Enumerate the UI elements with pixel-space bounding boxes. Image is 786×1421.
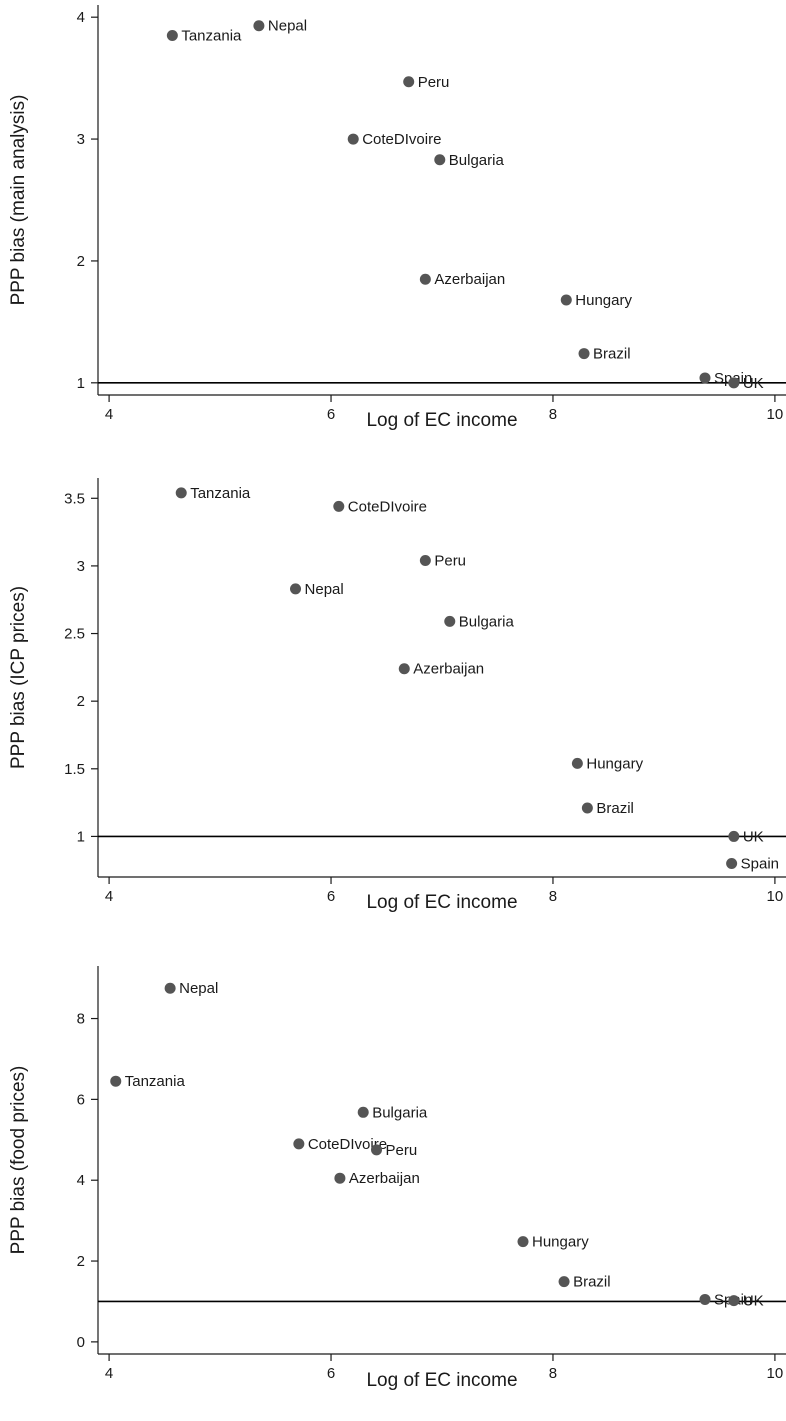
data-point — [699, 372, 711, 384]
data-point-label: Peru — [418, 74, 450, 91]
x-tick-label: 8 — [549, 888, 557, 905]
data-point — [581, 802, 593, 814]
y-tick-label: 8 — [77, 1011, 85, 1028]
data-point-label: Hungary — [532, 1234, 589, 1251]
y-tick-label: 2 — [77, 693, 85, 710]
x-tick-label: 8 — [549, 406, 557, 423]
x-tick-label: 4 — [105, 406, 113, 423]
data-point — [371, 1144, 383, 1156]
x-tick-label: 4 — [105, 888, 113, 905]
data-point — [164, 982, 176, 994]
data-point — [110, 1075, 122, 1087]
y-tick-label: 1 — [77, 375, 85, 392]
data-point-label: Hungary — [575, 292, 632, 309]
x-tick-label: 6 — [327, 1365, 335, 1382]
data-point — [419, 273, 431, 285]
data-point — [571, 757, 583, 769]
data-point-label: Peru — [434, 553, 466, 570]
data-point-label: Tanzania — [181, 27, 242, 44]
y-axis-title: PPP bias (food prices) — [8, 1066, 29, 1255]
y-tick-label: 2 — [77, 253, 85, 270]
y-tick-label: 2 — [77, 1253, 85, 1270]
data-point — [699, 1293, 711, 1305]
data-point-label: Bulgaria — [449, 152, 505, 169]
data-point — [728, 830, 740, 842]
y-tick-label: 3 — [77, 131, 85, 148]
y-tick-label: 1.5 — [64, 761, 85, 778]
data-point-label: CoteDIvoire — [348, 498, 427, 515]
data-point — [728, 377, 740, 389]
data-point-label: Bulgaria — [372, 1104, 428, 1121]
data-point-label: UK — [743, 375, 764, 392]
x-tick-label: 10 — [767, 406, 784, 423]
data-point-label: Brazil — [593, 346, 631, 363]
y-tick-label: 0 — [77, 1334, 85, 1351]
data-point — [728, 1295, 740, 1307]
data-point-label: Tanzania — [125, 1073, 186, 1090]
x-axis-title: Log of EC income — [366, 892, 517, 913]
x-tick-label: 4 — [105, 1365, 113, 1382]
x-tick-label: 6 — [327, 888, 335, 905]
data-point — [333, 500, 345, 512]
data-point — [444, 615, 456, 627]
data-point — [517, 1236, 529, 1248]
data-point-label: Azerbaijan — [413, 661, 484, 678]
data-point — [293, 1138, 305, 1150]
data-point-label: CoteDIvoire — [308, 1136, 387, 1153]
data-point — [726, 857, 738, 869]
data-point-label: Nepal — [305, 581, 344, 598]
data-point-label: Brazil — [573, 1274, 611, 1291]
x-axis-title: Log of EC income — [366, 410, 517, 431]
x-tick-label: 10 — [767, 1365, 784, 1382]
data-point — [560, 294, 572, 306]
y-axis-title: PPP bias (ICP prices) — [8, 586, 29, 769]
data-point-label: Peru — [386, 1142, 418, 1159]
chart-panel-1: 1 2 3 4 4 6 8 10 Log of EC income PPP bias (main … — [8, 5, 786, 431]
data-point-label: Azerbaijan — [349, 1170, 420, 1187]
x-axis-title: Log of EC income — [366, 1370, 517, 1391]
data-point — [175, 487, 187, 499]
data-point — [398, 663, 410, 675]
data-point-label: Hungary — [586, 755, 643, 772]
y-tick-label: 4 — [77, 9, 85, 26]
data-point-label: Bulgaria — [459, 613, 515, 630]
data-point-label: Azerbaijan — [434, 271, 505, 288]
data-point — [578, 348, 590, 360]
x-tick-label: 10 — [767, 888, 784, 905]
data-point — [357, 1106, 369, 1118]
chart-panel-3: 0 2 4 6 8 4 6 8 10 Log of EC income PPP bias (food… — [8, 966, 786, 1391]
x-tick-label: 8 — [549, 1365, 557, 1382]
x-tick-label: 6 — [327, 406, 335, 423]
chart-panel-2: 1 1.5 2 2.5 3 3.5 4 6 8 10 Log of EC income PPP bia… — [8, 478, 786, 913]
data-point-label: Spain — [741, 855, 779, 872]
data-point-label: UK — [743, 828, 764, 845]
data-point — [434, 154, 446, 166]
y-tick-label: 3 — [77, 558, 85, 575]
data-point — [347, 133, 359, 145]
y-axis-title: PPP bias (main analysis) — [8, 95, 29, 306]
data-point — [166, 29, 178, 41]
y-tick-label: 1 — [77, 828, 85, 845]
data-point-label: Nepal — [179, 980, 218, 997]
data-point — [334, 1172, 346, 1184]
data-point-label: UK — [743, 1293, 764, 1310]
y-tick-label: 6 — [77, 1091, 85, 1108]
data-point-label: CoteDIvoire — [362, 131, 441, 148]
data-point — [419, 555, 431, 567]
data-point — [558, 1276, 570, 1288]
data-point-label: Brazil — [596, 800, 634, 817]
y-tick-label: 4 — [77, 1172, 85, 1189]
data-point — [253, 20, 265, 32]
data-point — [290, 583, 302, 595]
data-point-label: Nepal — [268, 18, 307, 35]
y-tick-label: 3.5 — [64, 490, 85, 507]
y-tick-label: 2.5 — [64, 626, 85, 643]
data-point — [403, 76, 415, 88]
data-point-label: Tanzania — [190, 485, 251, 502]
